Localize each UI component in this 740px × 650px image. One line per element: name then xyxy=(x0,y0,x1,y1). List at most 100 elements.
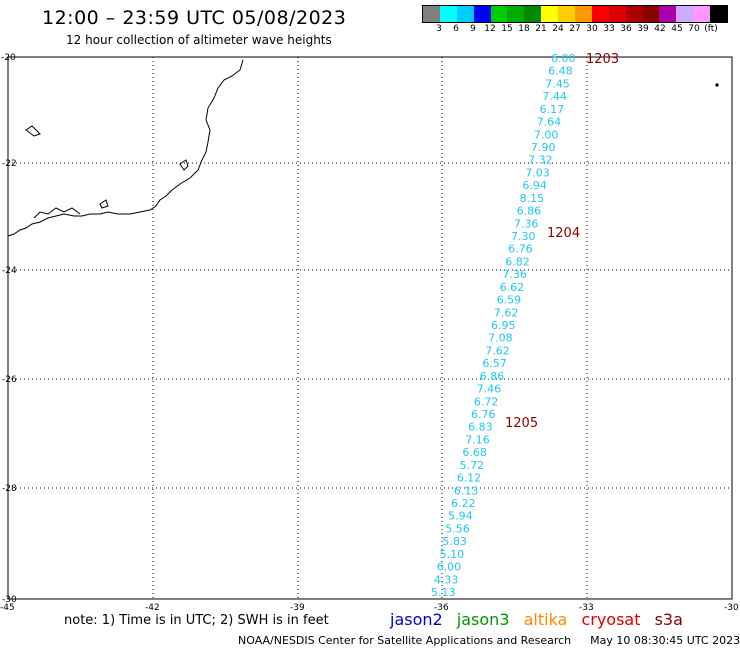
swh-label: 6.72 xyxy=(474,395,499,408)
swh-label: 7.62 xyxy=(485,344,510,357)
swh-label: 6.48 xyxy=(548,65,573,78)
legend-tick: 24 xyxy=(552,24,564,34)
legend-swatch xyxy=(558,6,576,22)
swh-label: 7.08 xyxy=(488,332,512,345)
legend-swatch xyxy=(507,6,525,22)
legend-swatch xyxy=(541,6,559,22)
legend-swatch xyxy=(693,6,711,22)
legend-swatch xyxy=(524,6,542,22)
coastline xyxy=(7,59,244,237)
credit-text: NOAA/NESDIS Center for Satellite Applica… xyxy=(238,634,572,647)
bay-inlet xyxy=(33,207,81,219)
legend-tick: 6 xyxy=(453,24,459,34)
lon-label: -42 xyxy=(145,603,160,613)
swh-label: 5.94 xyxy=(448,510,473,523)
legend-swatch xyxy=(591,6,609,22)
legend-tick: 12 xyxy=(484,24,496,34)
satellite-name: jason3 xyxy=(456,610,510,629)
legend-tick: 70 xyxy=(688,24,700,34)
swh-label: 6.59 xyxy=(497,294,522,307)
legend-swatch xyxy=(473,6,491,22)
island-2 xyxy=(179,159,189,171)
legend-tick: 42 xyxy=(654,24,666,34)
legend-tick: 21 xyxy=(535,24,547,34)
satellite-name: jason2 xyxy=(390,610,443,629)
pass-label: 1205 xyxy=(505,416,538,431)
legend-swatch xyxy=(642,6,660,22)
map-title: 12:00 – 23:59 UTC 05/08/2023 xyxy=(42,7,347,29)
legend-swatch xyxy=(676,6,694,22)
swh-label: 5.10 xyxy=(440,548,465,561)
swh-label: 6.82 xyxy=(505,255,530,268)
lat-label: -28 xyxy=(2,484,17,494)
legend-swatch xyxy=(608,6,626,22)
swh-label: 7.36 xyxy=(502,268,527,281)
swh-label: 6.94 xyxy=(522,179,547,192)
lat-label: -30 xyxy=(2,595,17,605)
legend-tick: 3 xyxy=(436,24,442,34)
legend-swatch xyxy=(423,6,440,22)
swh-label: 7.90 xyxy=(531,141,556,154)
swh-label: 6.68 xyxy=(462,446,487,459)
swh-label: 6.00 xyxy=(437,561,462,574)
legend-tick: 15 xyxy=(501,24,513,34)
swh-label: 6.76 xyxy=(508,243,532,256)
satellite-name: cryosat xyxy=(581,610,641,629)
legend-tick: 18 xyxy=(518,24,530,34)
swh-label: 6.86 xyxy=(517,205,542,218)
swh-label: 4.33 xyxy=(434,573,459,586)
timestamp: May 10 08:30:45 UTC 2023 xyxy=(590,634,740,647)
satellite-name: s3a xyxy=(654,610,683,629)
legend-tick: 30 xyxy=(586,24,598,34)
swh-label: 5.13 xyxy=(431,586,456,599)
lon-label: -36 xyxy=(434,603,449,613)
pass-label: 1203 xyxy=(586,52,619,67)
legend-swatch xyxy=(625,6,643,22)
legend-tick-labels: 3 6 9 12 15 18 21 24 27 30 33 36 39 42 45 70 (ft) xyxy=(422,23,728,35)
legend-swatch xyxy=(710,6,728,22)
swh-label: 6.86 xyxy=(480,370,505,383)
legend-tick: 45 xyxy=(671,24,683,34)
legend-tick: 9 xyxy=(470,24,476,34)
swh-label: 7.64 xyxy=(537,116,562,129)
legend-swatch xyxy=(659,6,677,22)
color-legend: 3 6 9 12 15 18 21 24 27 30 33 36 39 42 45 70 (ft) xyxy=(422,5,728,35)
lon-label: -39 xyxy=(290,603,305,613)
legend-swatch xyxy=(456,6,474,22)
islet-dot xyxy=(715,83,719,87)
lat-label: -22 xyxy=(2,159,17,169)
swh-label: 6.13 xyxy=(454,484,479,497)
lat-label: -24 xyxy=(2,266,17,276)
swh-label: 7.62 xyxy=(494,306,519,319)
legend-tick: 27 xyxy=(569,24,581,34)
legend-swatch xyxy=(575,6,592,22)
pass-label: 1204 xyxy=(547,226,580,241)
altimeter-track: 6.006.487.457.446.177.647.007.907.327.03… xyxy=(431,52,576,599)
legend-tick: 39 xyxy=(637,24,649,34)
legend-swatch xyxy=(490,6,508,22)
legend-swatches xyxy=(422,5,728,23)
swh-label: 6.62 xyxy=(500,281,524,294)
swh-label: 7.30 xyxy=(511,230,536,243)
swh-label: 6.22 xyxy=(451,497,476,510)
axis-labels: -20-22-24-26-28-30-45 -42 -39 -36 -33 -30 xyxy=(0,53,739,613)
satellite-name: altika xyxy=(523,610,568,629)
swh-label: 7.16 xyxy=(465,433,490,446)
swh-label: 6.83 xyxy=(468,421,493,434)
island-1 xyxy=(25,125,41,137)
swh-label: 7.00 xyxy=(534,128,559,141)
legend-tick: 33 xyxy=(603,24,615,34)
lat-label: -26 xyxy=(2,375,17,385)
swh-label: 7.44 xyxy=(542,90,567,103)
credit-line: NOAA/NESDIS Center for Satellite Applica… xyxy=(238,634,740,647)
lon-label: -45 xyxy=(0,603,15,613)
swh-label: 6.00 xyxy=(551,52,576,65)
swh-label: 7.32 xyxy=(528,154,553,167)
swh-label: 7.36 xyxy=(514,217,539,230)
note-text: note: 1) Time is in UTC; 2) SWH is in fe… xyxy=(64,613,329,628)
swh-label: 7.03 xyxy=(525,166,550,179)
swh-label: 5.56 xyxy=(445,522,470,535)
swh-label: 6.95 xyxy=(491,319,516,332)
lat-label: -20 xyxy=(1,53,16,63)
